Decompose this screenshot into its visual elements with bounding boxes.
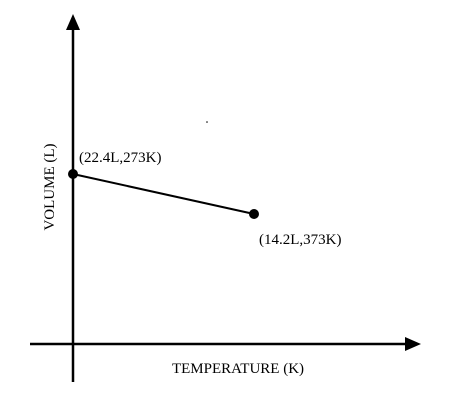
stray-dot	[206, 121, 208, 123]
y-axis-arrowhead	[66, 14, 80, 30]
x-axis-label: TEMPERATURE (K)	[172, 361, 304, 377]
y-axis-label: VOLUME (L)	[42, 143, 58, 230]
series-line	[72, 173, 255, 215]
data-label-2: (14.2L,373K)	[259, 232, 342, 248]
data-point-1	[68, 169, 78, 179]
data-point-2	[249, 209, 259, 220]
data-label-1: (22.4L,273K)	[79, 150, 162, 166]
x-axis-arrowhead	[405, 337, 421, 351]
